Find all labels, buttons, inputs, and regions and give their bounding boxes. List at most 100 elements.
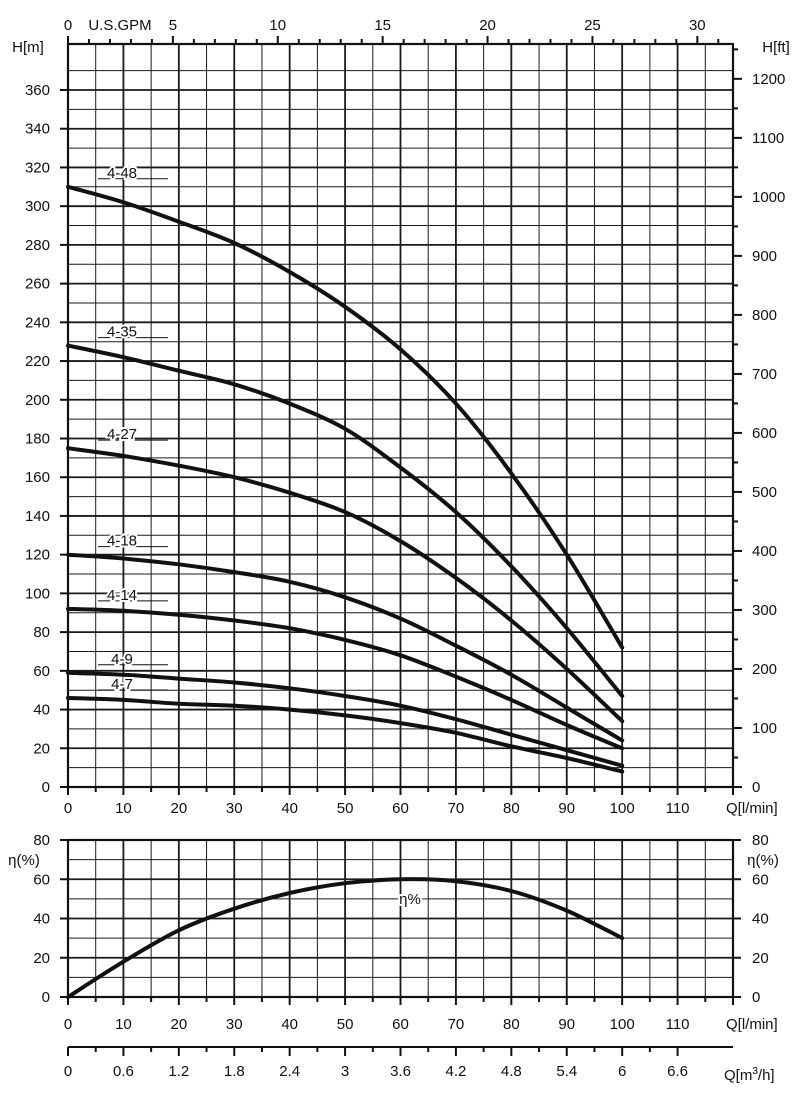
eff-x-tick-label: 50 [337,1016,354,1033]
curve-4-7 [66,695,625,774]
head-y-tick-label: 240 [25,314,50,331]
eff-y-tick-label: 0 [42,989,50,1006]
top-axis-tick-label: 10 [269,17,286,34]
eff-x-tick-label: 80 [503,1016,520,1033]
curve-4-9 [66,670,625,768]
top-axis-tick-label: 20 [479,17,496,34]
eff-y2-tick-label: 20 [752,950,769,967]
head-y2-tick-label: 900 [752,248,777,265]
eff-y-axis-label: η(%) [8,852,40,869]
eff-y-tick-label: 20 [33,950,50,967]
head-x-axis-label: Q[l/min] [726,800,778,817]
eff-x-tick-label: 110 [666,1016,690,1033]
m3h-tick-label: 3.6 [390,1063,411,1080]
head-x-tick-label: 80 [503,800,520,817]
head-x-tick-label: 0 [64,800,72,817]
eff-y2-tick-label: 40 [752,911,769,928]
head-x-tick-label: 60 [392,800,409,817]
head-y-tick-label: 100 [25,585,50,602]
eff-x-tick-label: 100 [610,1016,635,1033]
eff-x-tick-label: 60 [392,1016,409,1033]
head-y-tick-label: 360 [25,82,50,99]
m3h-tick-label: 6.6 [667,1063,688,1080]
top-axis-tick-label: 25 [584,17,601,34]
grid [68,44,733,997]
head-y-tick-label: 300 [25,198,50,215]
top-axis-tick-label: 30 [689,17,706,34]
m3h-tick-label: 0.6 [113,1063,134,1080]
head-x-tick-label: 40 [281,800,298,817]
head-y-tick-label: 200 [25,392,50,409]
eff-x-tick-label: 30 [226,1016,243,1033]
head-y-tick-label: 280 [25,237,50,254]
head-y2-tick-label: 400 [752,543,777,560]
curve-4-27 [66,446,625,724]
head-x-tick-label: 100 [610,800,635,817]
head-x-tick-label: 10 [115,800,132,817]
curve-4-48 [66,184,625,650]
eff-x-tick-label: 70 [448,1016,465,1033]
m3h-tick-label: 0 [64,1063,72,1080]
eff-y-tick-label: 40 [33,911,50,928]
curve-label-4-48: 4-48 [107,165,137,182]
head-y2-tick-label: 1200 [752,71,785,88]
head-y2-tick-label: 600 [752,425,777,442]
curve-label-4-7: 4-7 [111,676,133,693]
m3h-tick-label: 2.4 [279,1063,300,1080]
head-y2-tick-label: 1000 [752,189,785,206]
curve-label-4-27: 4-27 [107,426,137,443]
m3h-axis-label: Q[m3/h] [724,1066,775,1084]
curve-4-18 [66,552,625,743]
head-y2-tick-label: 0 [752,779,760,796]
curve-4-35 [66,343,625,698]
top-axis-tick-label: 0 [64,17,72,34]
head-x-tick-label: 90 [558,800,575,817]
head-y-tick-label: 120 [25,547,50,564]
head-y2-tick-label: 500 [752,484,777,501]
curve-label-4-18: 4-18 [107,533,137,550]
head-y2-tick-label: 300 [752,602,777,619]
head-y-axis-label: H[m] [12,39,44,56]
curve-efficiency [66,877,625,999]
curve-label-efficiency: η% [399,891,421,908]
top-axis-unit: U.S.GPM [88,17,151,34]
curve-label-4-35: 4-35 [107,324,137,341]
eff-y2-tick-label: 60 [752,871,769,888]
head-y-tick-label: 80 [33,624,50,641]
top-axis-tick-label: 15 [374,17,391,34]
curve-4-14 [66,606,625,751]
head-y-tick-label: 60 [33,663,50,680]
eff-y-tick-label: 60 [33,871,50,888]
head-y-tick-label: 20 [33,740,50,757]
eff-y2-tick-label: 80 [752,832,769,849]
labels: 0 5 10 15 20 25 30U.S.GPM020406080100120140160… [8,17,790,1084]
m3h-tick-label: 1.2 [168,1063,189,1080]
eff-y2-axis-label: η(%) [747,852,779,869]
curve-label-4-14: 4-14 [107,587,137,604]
eff-x-axis-label: Q[l/min] [726,1016,778,1033]
eff-x-tick-label: 20 [170,1016,187,1033]
eff-x-tick-label: 40 [281,1016,298,1033]
head-y-tick-label: 40 [33,702,50,719]
m3h-tick-label: 6 [618,1063,626,1080]
head-x-tick-label: 20 [170,800,187,817]
curve-label-4-9: 4-9 [111,651,133,668]
head-y2-axis-label: H[ft] [762,39,790,56]
head-y-tick-label: 0 [42,779,50,796]
eff-x-tick-label: 0 [64,1016,72,1033]
head-x-tick-label: 30 [226,800,243,817]
head-y-tick-label: 260 [25,276,50,293]
top-axis-tick-label: 5 [169,17,177,34]
eff-x-tick-label: 90 [558,1016,575,1033]
head-y2-tick-label: 200 [752,661,777,678]
curves [66,178,625,999]
head-x-tick-label: 50 [337,800,354,817]
m3h-tick-label: 3 [341,1063,349,1080]
m3h-tick-label: 5.4 [556,1063,577,1080]
eff-x-tick-label: 10 [115,1016,132,1033]
eff-y2-tick-label: 0 [752,989,760,1006]
head-y2-tick-label: 700 [752,366,777,383]
head-x-tick-label: 70 [448,800,465,817]
head-x-tick-label: 110 [666,800,690,817]
head-y-tick-label: 340 [25,121,50,138]
